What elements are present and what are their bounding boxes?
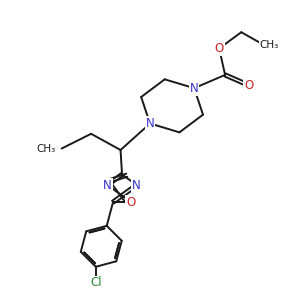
Text: O: O: [214, 42, 224, 55]
Text: N: N: [146, 117, 154, 130]
Text: CH₃: CH₃: [37, 143, 56, 154]
Text: O: O: [244, 79, 253, 92]
Text: O: O: [126, 196, 136, 208]
Text: Cl: Cl: [90, 277, 102, 290]
Text: N: N: [190, 82, 199, 95]
Text: N: N: [132, 178, 141, 191]
Text: CH₃: CH₃: [260, 40, 279, 50]
Text: N: N: [103, 178, 112, 191]
